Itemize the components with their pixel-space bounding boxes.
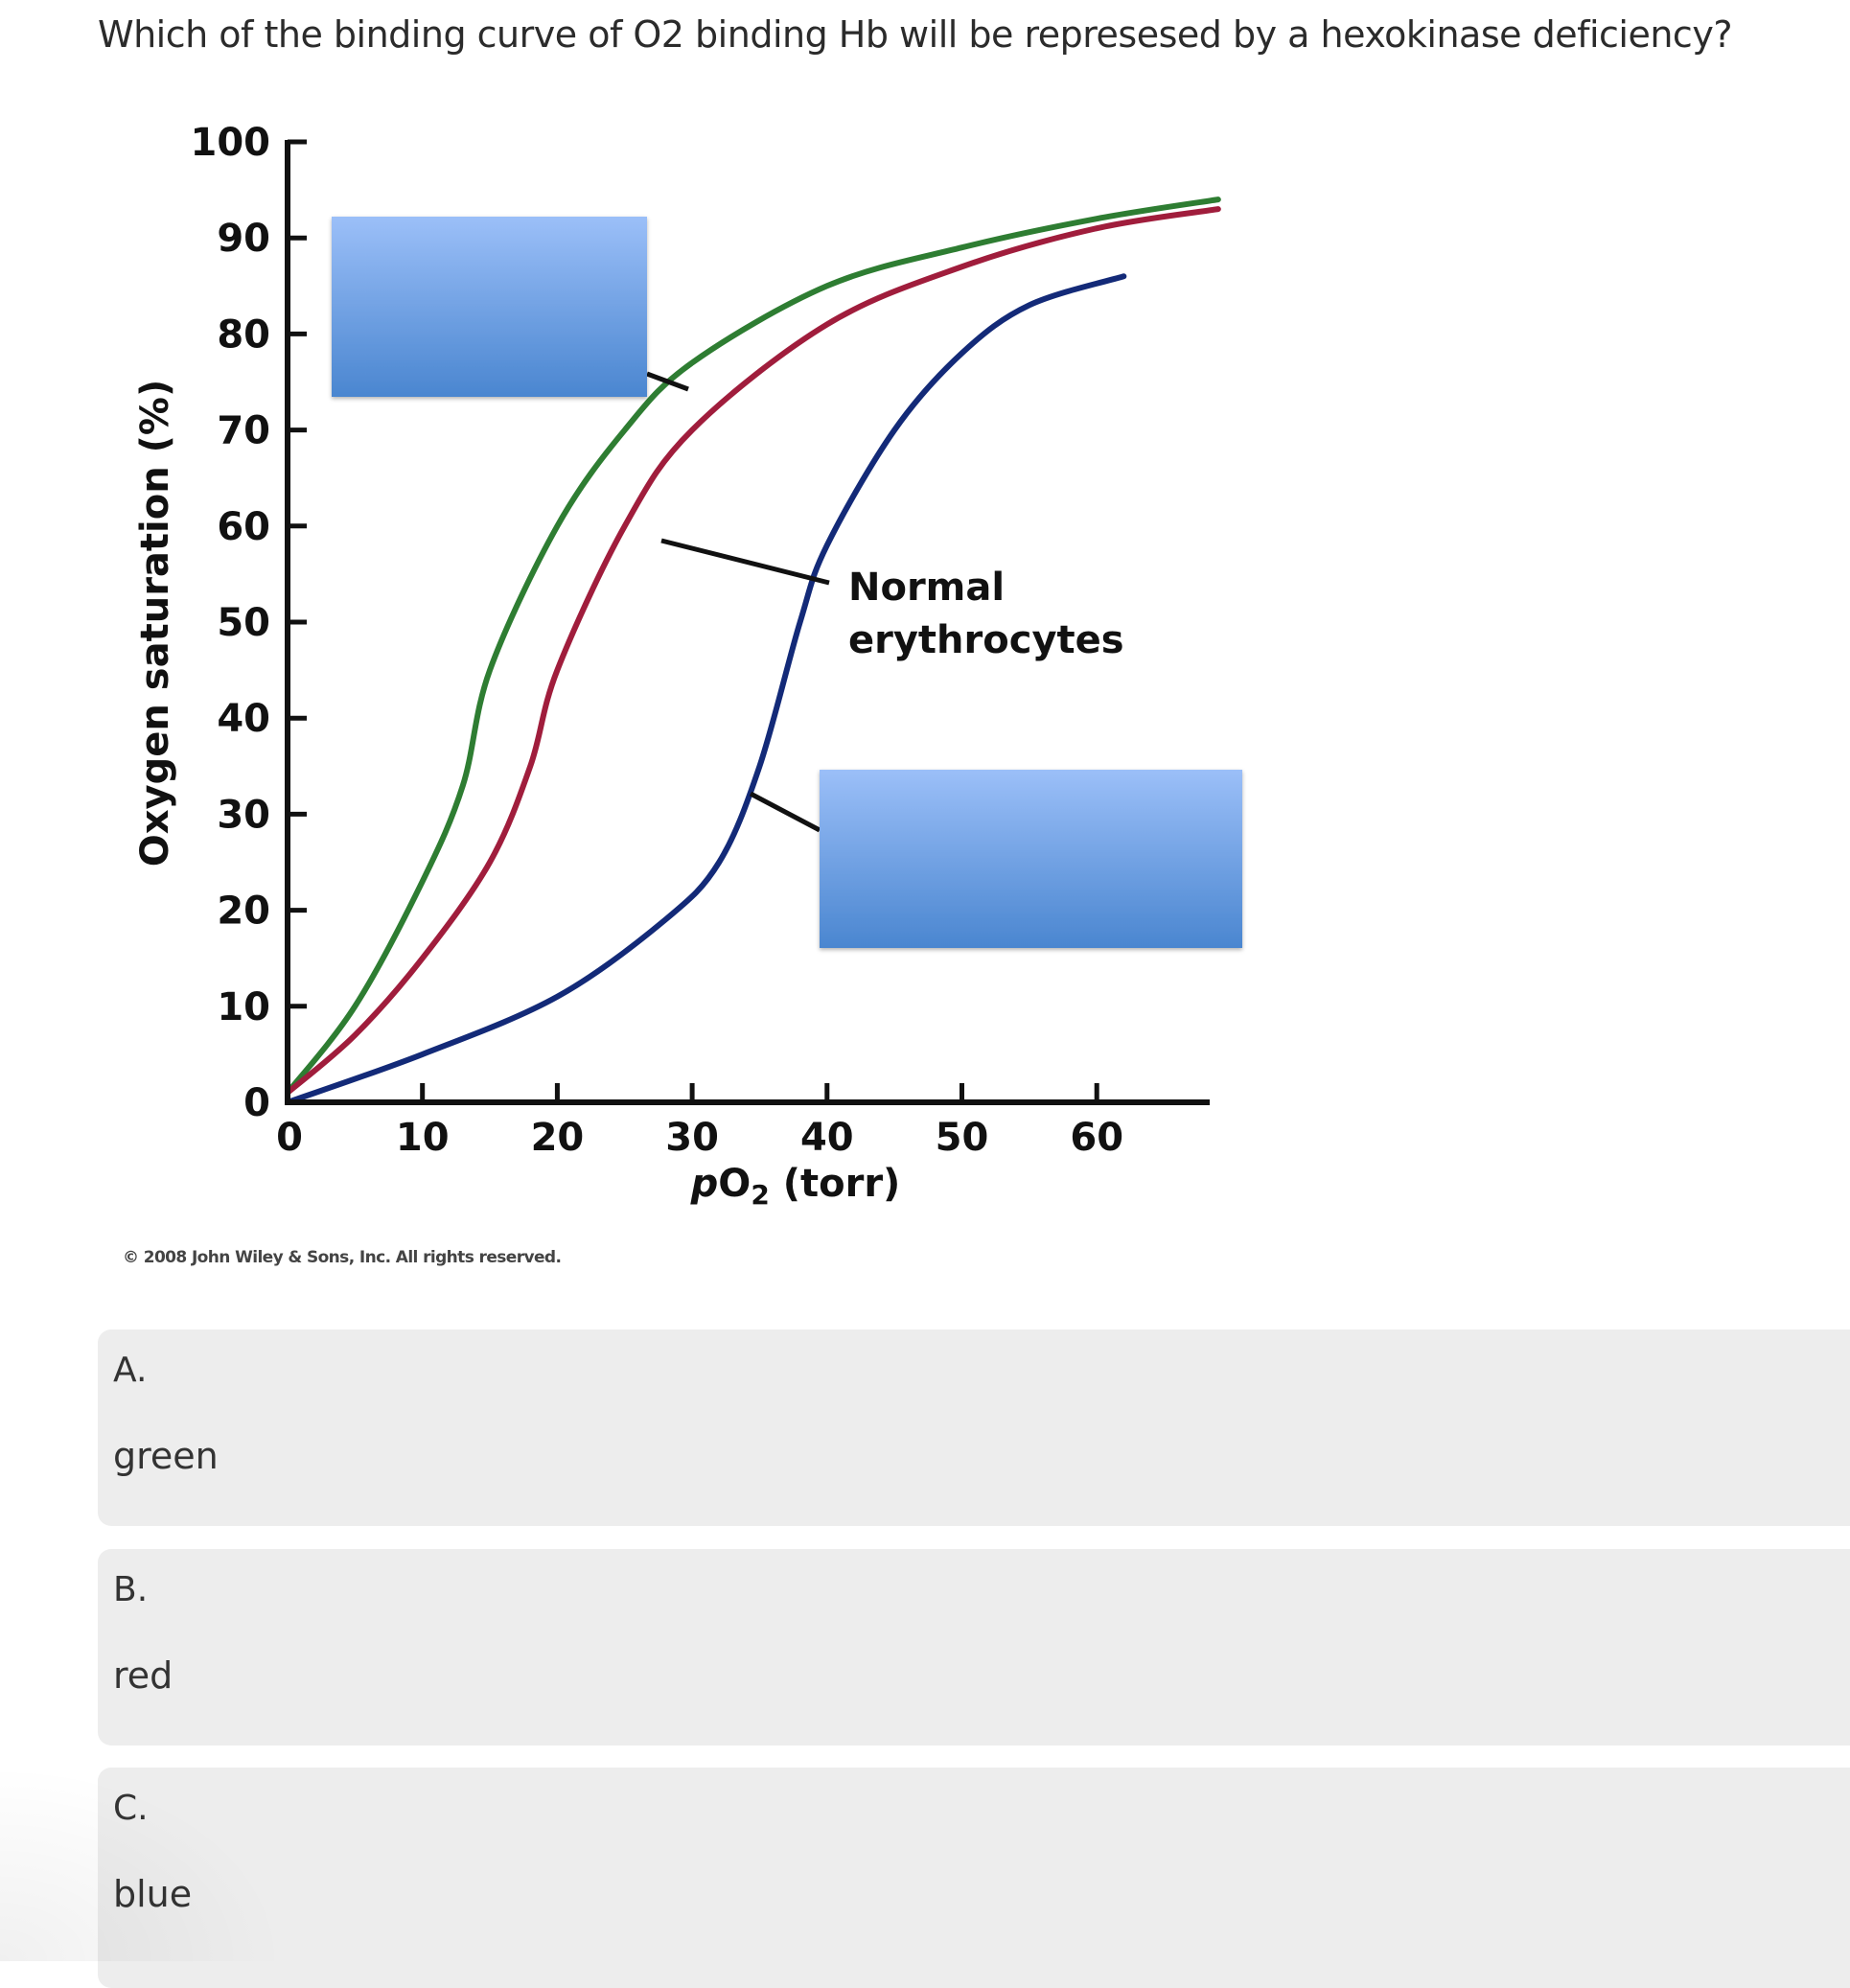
y-tick-label: 70 xyxy=(217,409,270,453)
option-text: red xyxy=(113,1654,173,1697)
option-text: green xyxy=(113,1435,219,1477)
oxygen-binding-chart: 0 10 20 30 40 50 60 70 80 90 100 0 10 20 30 40 50 60 Norm… xyxy=(133,121,1242,1211)
option-letter: B. xyxy=(113,1570,149,1609)
curve-blue xyxy=(285,273,1127,1105)
hidden-label-box-top[interactable] xyxy=(332,217,647,397)
option-letter: C. xyxy=(113,1789,149,1828)
y-tick-label: 20 xyxy=(217,890,270,934)
normal-label-line2: erythrocytes xyxy=(848,618,1124,662)
normal-label-line1: Normal xyxy=(848,566,1005,610)
x-tick-label: 40 xyxy=(800,1116,854,1160)
leader-line-bottom xyxy=(749,791,821,833)
option-b[interactable]: B. red xyxy=(98,1549,1850,1745)
x-tick-label: 0 xyxy=(276,1116,303,1160)
curve-red xyxy=(285,206,1221,1096)
leader-line-normal xyxy=(660,538,830,586)
x-axis-title: pO2 (torr) xyxy=(690,1162,901,1211)
curve-group xyxy=(285,196,1221,1105)
x-tick-label: 10 xyxy=(396,1116,450,1160)
y-axis-title: Oxygen saturation (%) xyxy=(133,380,177,867)
y-tick-label: 0 xyxy=(243,1081,270,1125)
y-tick-label: 80 xyxy=(217,312,270,357)
y-tick-label: 60 xyxy=(217,505,270,549)
copyright-notice: © 2008 John Wiley & Sons, Inc. All right… xyxy=(123,1248,562,1267)
question-text: Which of the binding curve of O2 binding… xyxy=(98,13,1733,56)
y-tick-label: 40 xyxy=(217,697,270,741)
y-tick-label: 50 xyxy=(217,601,270,645)
option-c[interactable]: C. blue xyxy=(98,1768,1850,1988)
option-a[interactable]: A. green xyxy=(98,1329,1850,1526)
y-tick-label: 90 xyxy=(217,217,270,261)
option-text: blue xyxy=(113,1873,193,1915)
x-tick-label: 60 xyxy=(1070,1116,1123,1160)
leader-line-top xyxy=(646,371,689,392)
axes: 0 10 20 30 40 50 60 70 80 90 100 0 10 20 30 40 50 60 xyxy=(191,121,1210,1160)
y-tick-label: 30 xyxy=(217,793,270,837)
x-tick-label: 50 xyxy=(936,1116,989,1160)
x-tick-label: 20 xyxy=(531,1116,585,1160)
hidden-label-box-bottom[interactable] xyxy=(820,770,1242,948)
curve-green xyxy=(285,196,1221,1096)
y-tick-label: 100 xyxy=(191,121,271,165)
x-tick-label: 30 xyxy=(665,1116,719,1160)
option-letter: A. xyxy=(113,1351,148,1390)
y-tick-label: 10 xyxy=(217,985,270,1029)
